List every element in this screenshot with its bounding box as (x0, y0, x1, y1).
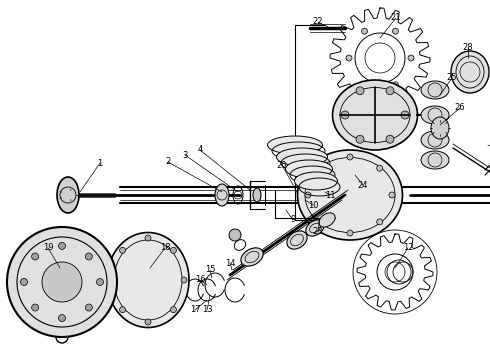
Text: 24: 24 (358, 180, 368, 189)
Text: 28: 28 (463, 44, 473, 53)
Circle shape (32, 253, 39, 260)
Circle shape (171, 307, 176, 313)
Ellipse shape (253, 188, 261, 202)
Circle shape (346, 55, 352, 61)
Ellipse shape (431, 117, 449, 139)
Circle shape (42, 262, 82, 302)
Circle shape (181, 277, 187, 283)
Circle shape (7, 227, 117, 337)
Circle shape (401, 111, 409, 119)
Text: 9: 9 (291, 216, 295, 225)
Text: 2: 2 (166, 158, 171, 166)
Ellipse shape (215, 184, 229, 206)
Ellipse shape (297, 150, 402, 240)
Circle shape (362, 82, 368, 88)
Ellipse shape (421, 81, 449, 99)
Circle shape (362, 28, 368, 34)
Text: 15: 15 (205, 266, 215, 274)
Circle shape (386, 135, 394, 143)
Ellipse shape (319, 213, 335, 227)
Circle shape (356, 87, 364, 95)
Ellipse shape (286, 160, 333, 178)
Text: 14: 14 (225, 258, 235, 267)
Circle shape (58, 242, 66, 249)
Text: 19: 19 (43, 243, 53, 252)
Text: 21: 21 (391, 13, 401, 22)
Text: 11: 11 (325, 190, 335, 199)
Text: 10: 10 (308, 201, 318, 210)
Circle shape (341, 111, 349, 119)
Ellipse shape (276, 148, 327, 166)
Circle shape (120, 307, 125, 313)
Circle shape (392, 28, 398, 34)
Circle shape (408, 55, 414, 61)
Circle shape (377, 219, 383, 225)
Ellipse shape (268, 136, 322, 154)
Circle shape (85, 304, 93, 311)
Circle shape (109, 277, 115, 283)
Text: 13: 13 (202, 306, 212, 315)
Ellipse shape (107, 233, 189, 328)
Text: 17: 17 (190, 306, 200, 315)
Circle shape (377, 165, 383, 171)
Circle shape (145, 235, 151, 241)
Circle shape (21, 279, 27, 285)
Ellipse shape (306, 220, 324, 236)
Circle shape (229, 229, 241, 241)
Text: 16: 16 (195, 275, 205, 284)
Text: 12: 12 (403, 243, 413, 252)
Circle shape (85, 253, 93, 260)
Circle shape (318, 219, 323, 225)
Circle shape (386, 87, 394, 95)
Circle shape (58, 315, 66, 321)
Text: 3: 3 (182, 150, 188, 159)
Text: 22: 22 (313, 18, 323, 27)
Circle shape (97, 279, 103, 285)
Text: 18: 18 (160, 243, 171, 252)
Circle shape (356, 135, 364, 143)
Ellipse shape (421, 106, 449, 124)
Text: 25: 25 (447, 73, 457, 82)
Circle shape (392, 82, 398, 88)
Text: 26: 26 (455, 104, 466, 112)
Ellipse shape (294, 172, 338, 190)
Ellipse shape (57, 177, 79, 213)
Ellipse shape (241, 248, 263, 266)
Circle shape (305, 192, 311, 198)
Ellipse shape (287, 231, 307, 249)
Ellipse shape (421, 151, 449, 169)
Circle shape (347, 230, 353, 236)
Circle shape (145, 319, 151, 325)
Ellipse shape (451, 51, 489, 93)
Circle shape (32, 304, 39, 311)
Circle shape (120, 247, 125, 253)
Ellipse shape (333, 80, 417, 150)
Text: 1: 1 (98, 158, 102, 167)
Circle shape (389, 192, 395, 198)
Circle shape (318, 165, 323, 171)
Ellipse shape (421, 131, 449, 149)
Text: 23: 23 (313, 228, 323, 237)
Circle shape (171, 247, 176, 253)
Text: 20: 20 (277, 161, 287, 170)
Circle shape (347, 154, 353, 160)
Text: 4: 4 (197, 145, 203, 154)
